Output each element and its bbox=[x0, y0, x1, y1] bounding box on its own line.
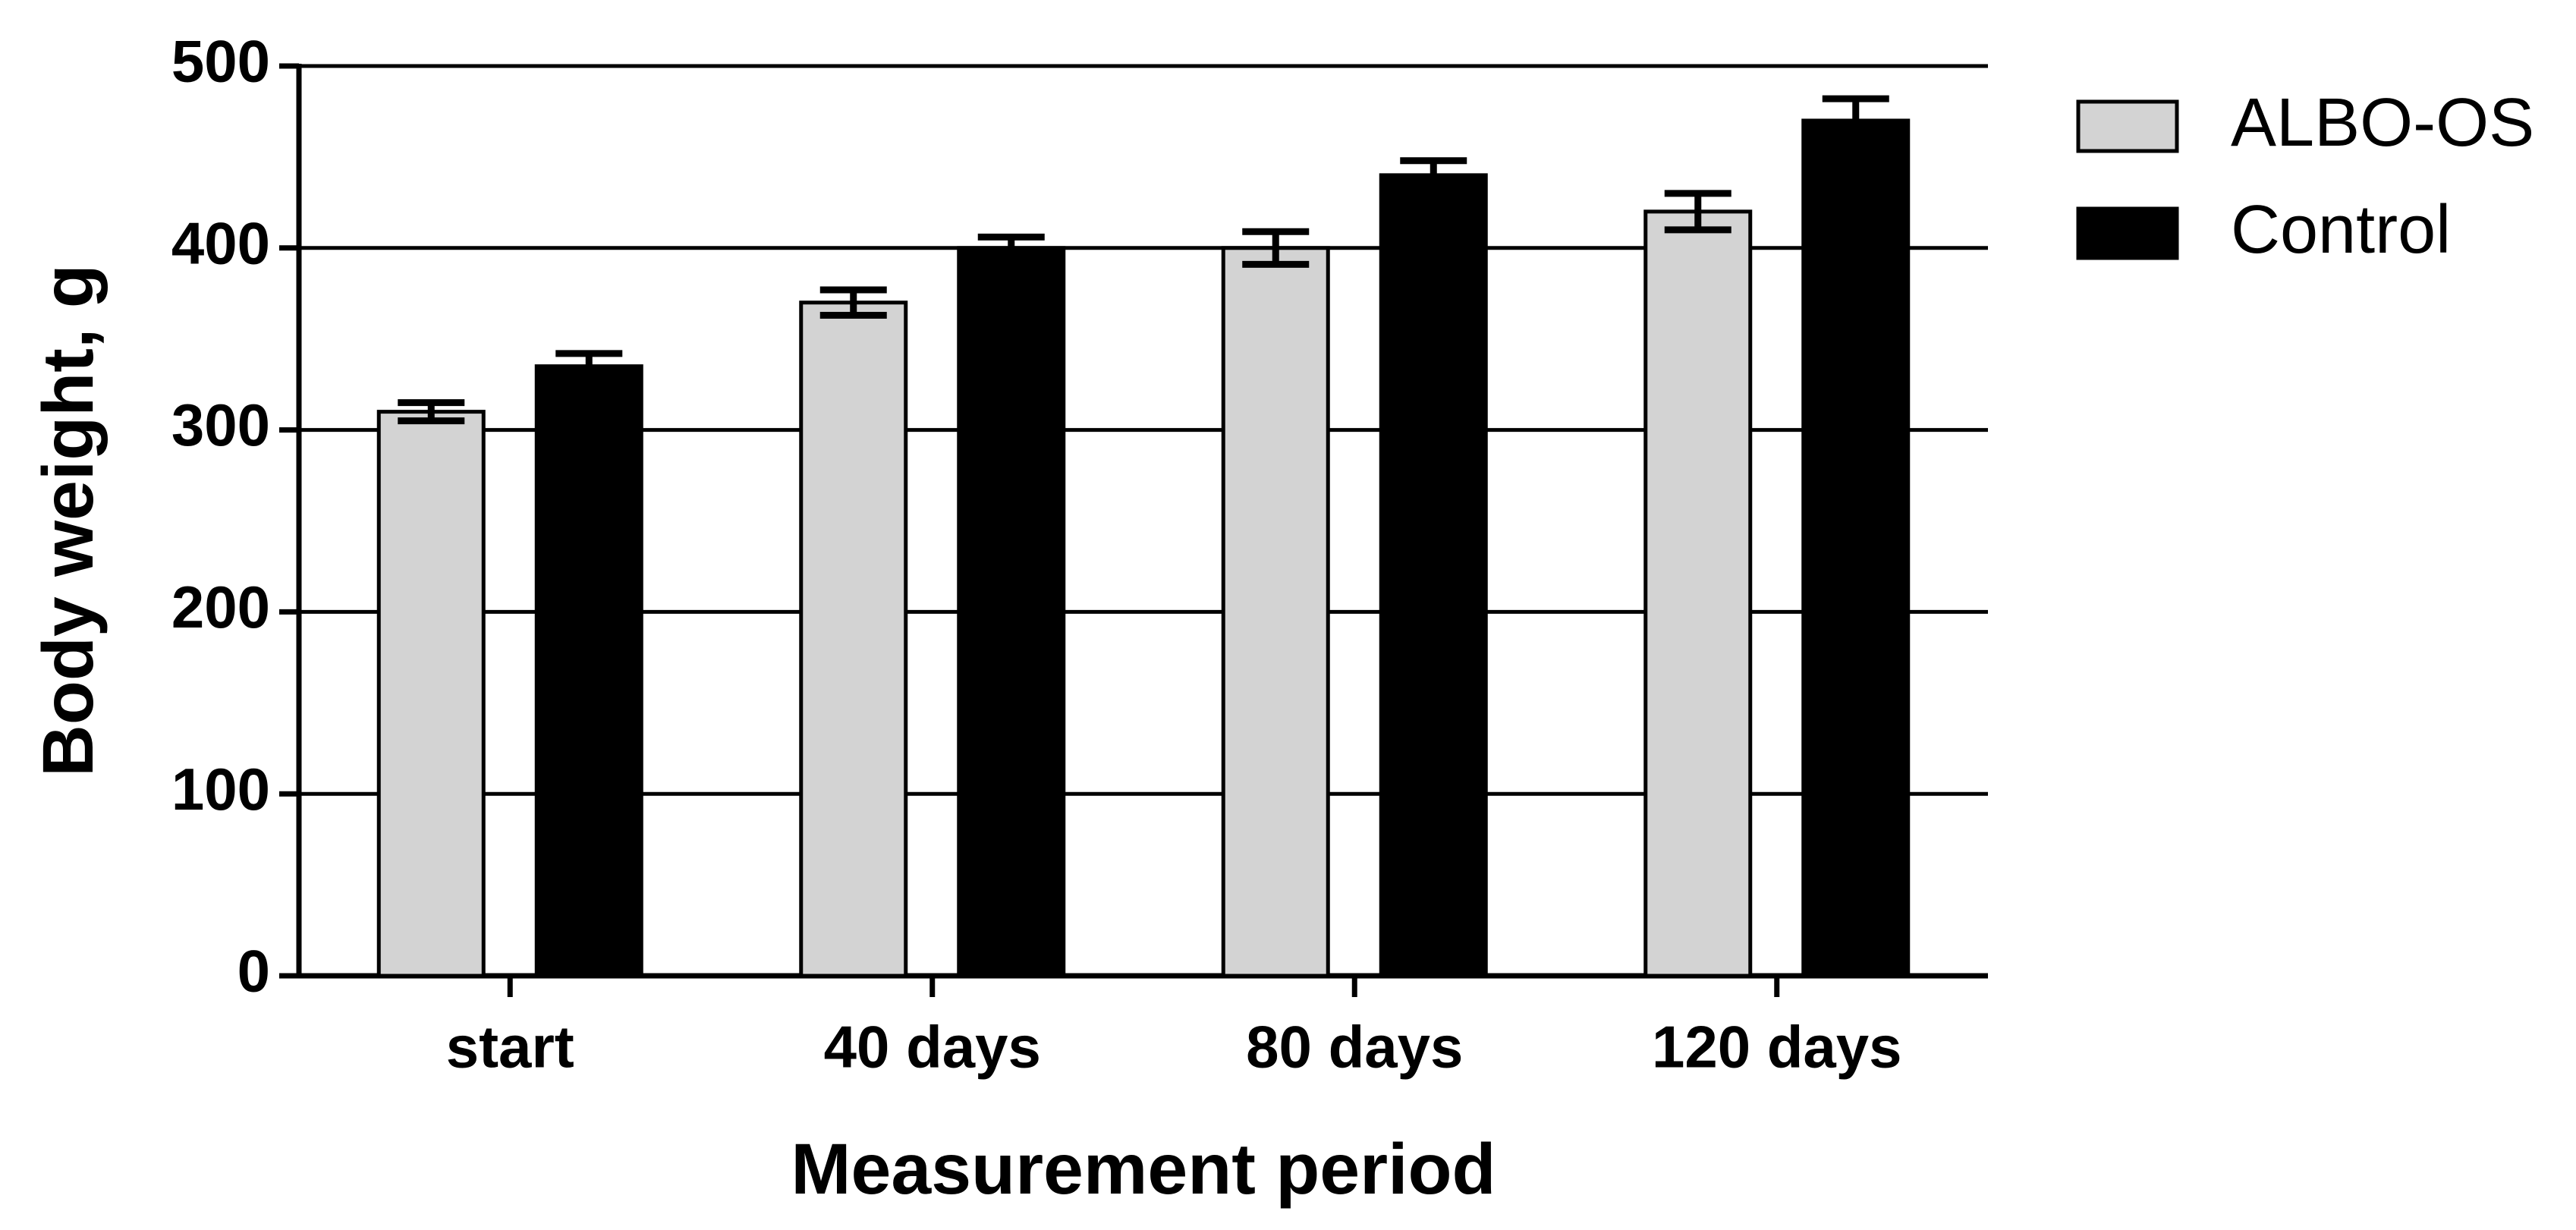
error-bar bbox=[1400, 157, 1467, 193]
x-tick-label: start bbox=[446, 1014, 574, 1081]
x-tick-label: 120 days bbox=[1652, 1014, 1902, 1081]
y-tick-label: 0 bbox=[237, 938, 270, 1005]
y-tick-label: 100 bbox=[171, 756, 270, 823]
error-bar bbox=[1664, 190, 1731, 234]
error-bar bbox=[819, 286, 887, 319]
bar bbox=[1379, 173, 1488, 978]
bar bbox=[376, 410, 486, 978]
bar bbox=[534, 364, 643, 978]
y-axis-title: Body weight, g bbox=[28, 264, 109, 777]
error-bar bbox=[977, 233, 1045, 263]
bar bbox=[799, 300, 908, 978]
bar bbox=[957, 246, 1066, 978]
bar bbox=[1801, 118, 1911, 978]
y-tick-label: 400 bbox=[171, 209, 270, 276]
bar bbox=[1643, 209, 1753, 978]
y-tick-label: 300 bbox=[171, 392, 270, 458]
x-tick-label: 80 days bbox=[1246, 1014, 1463, 1081]
error-bar bbox=[398, 399, 465, 425]
error-bar bbox=[555, 350, 623, 382]
x-axis-title: Measurement period bbox=[791, 1129, 1496, 1210]
legend-label: ALBO-OS bbox=[2231, 85, 2534, 161]
y-tick-label: 200 bbox=[171, 574, 270, 640]
legend-swatch bbox=[2076, 206, 2179, 260]
bar bbox=[1221, 246, 1330, 978]
error-bar bbox=[1822, 95, 1889, 146]
error-bar bbox=[1242, 228, 1310, 268]
legend-label: Control bbox=[2231, 192, 2451, 268]
x-tick-label: 40 days bbox=[824, 1014, 1041, 1081]
legend-swatch bbox=[2076, 99, 2179, 153]
y-tick-label: 500 bbox=[171, 28, 270, 95]
